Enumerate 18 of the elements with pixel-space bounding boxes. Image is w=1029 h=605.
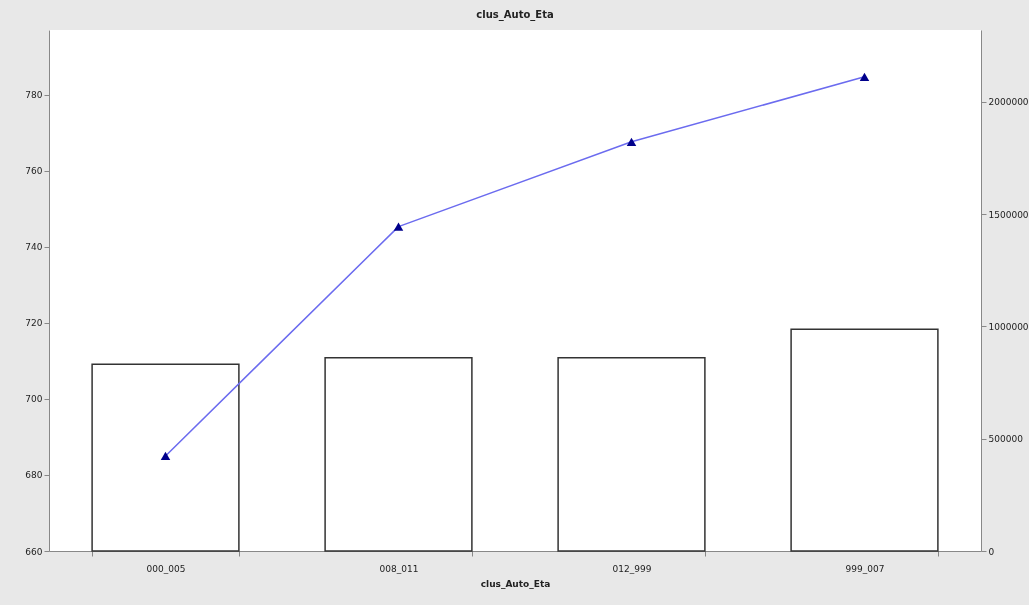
y-tick-label: 740 (25, 242, 43, 253)
chart-title: clus_Auto_Eta (476, 9, 554, 21)
y2-tick-label: 1000000 (988, 321, 1029, 332)
x-axis-title: clus_Auto_Eta (480, 578, 551, 589)
y2-tick-label: 0 (988, 546, 995, 557)
y-tick-label: 660 (25, 546, 43, 557)
y-tick-label: 760 (25, 166, 43, 177)
y-tick-label: 680 (25, 470, 43, 481)
x-tick-label: 012_999 (612, 563, 652, 574)
x-tick-label: 008_011 (379, 563, 419, 574)
y2-tick-label: 2000000 (988, 97, 1029, 108)
x-tick-label: 000_005 (146, 563, 186, 574)
y-tick-label: 700 (25, 394, 43, 405)
y-tick-label: 720 (25, 318, 43, 329)
y2-tick-label: 1500000 (988, 209, 1029, 220)
y-tick-label: 780 (25, 90, 43, 101)
y2-tick-label: 500000 (988, 434, 1024, 445)
x-tick-label: 999_007 (845, 563, 885, 574)
